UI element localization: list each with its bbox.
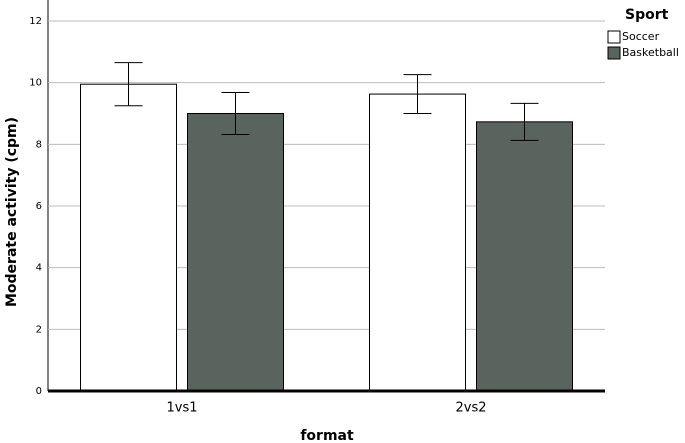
y-tick-label: 2 <box>36 324 42 335</box>
y-tick-label: 4 <box>36 263 42 274</box>
error-bar <box>221 92 250 135</box>
y-tick-label: 0 <box>36 386 42 397</box>
y-tick-label: 12 <box>29 16 42 27</box>
bar <box>369 93 466 392</box>
legend-swatch <box>607 46 621 60</box>
y-tick-label: 10 <box>29 78 42 89</box>
legend-swatch <box>607 30 621 44</box>
legend-title: Sport <box>625 7 669 23</box>
bar <box>476 121 573 392</box>
legend-label: Basketball <box>622 46 679 59</box>
error-bar <box>510 102 539 141</box>
bar <box>80 83 177 392</box>
bar <box>187 113 284 392</box>
y-tick-label: 8 <box>36 139 42 150</box>
error-bar <box>114 62 143 107</box>
y-axis-label: Moderate activity (cpm) <box>4 117 20 307</box>
y-tick-label: 6 <box>36 201 42 212</box>
x-tick-label: 1vs1 <box>166 401 197 416</box>
legend-label: Soccer <box>622 30 660 43</box>
error-bar <box>403 74 432 114</box>
x-tick-label: 2vs2 <box>455 401 486 416</box>
x-axis-label: format <box>300 428 354 443</box>
